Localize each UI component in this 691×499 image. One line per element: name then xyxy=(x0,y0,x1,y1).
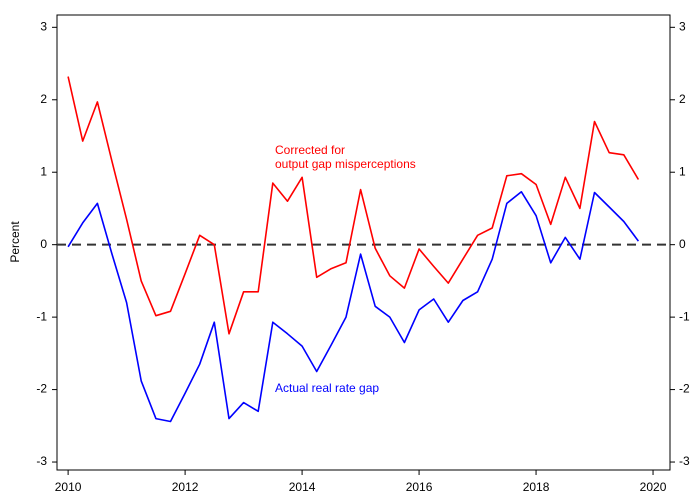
y2-tick-label: -1 xyxy=(679,309,690,323)
y2-tick-label: 1 xyxy=(679,164,686,178)
y-tick-label: 1 xyxy=(40,164,47,178)
series-annotation: output gap misperceptions xyxy=(275,157,416,171)
y2-tick-label: -3 xyxy=(679,454,690,468)
plot-frame xyxy=(56,14,671,471)
x-tick-label: 2012 xyxy=(172,480,199,494)
y2-tick-label: 0 xyxy=(679,237,686,251)
y-axis-label: Percent xyxy=(8,221,22,263)
y2-tick-label: 3 xyxy=(679,19,686,33)
x-tick-label: 2018 xyxy=(523,480,550,494)
y2-tick-label: 2 xyxy=(679,92,686,106)
y-tick-label: -2 xyxy=(36,382,47,396)
x-tick-label: 2010 xyxy=(55,480,82,494)
x-tick-label: 2014 xyxy=(289,480,316,494)
series-annotation: Actual real rate gap xyxy=(275,381,379,395)
x-tick-label: 2020 xyxy=(640,480,667,494)
y-tick-label: 0 xyxy=(40,237,47,251)
y2-tick-label: -2 xyxy=(679,382,690,396)
y-tick-label: -1 xyxy=(36,309,47,323)
x-tick-label: 2016 xyxy=(406,480,433,494)
series-line xyxy=(67,191,640,423)
series-annotation: Corrected for xyxy=(275,143,345,157)
y-tick-label: 2 xyxy=(40,92,47,106)
y-tick-label: 3 xyxy=(40,19,47,33)
y-tick-label: -3 xyxy=(36,454,47,468)
series-line xyxy=(67,76,640,335)
